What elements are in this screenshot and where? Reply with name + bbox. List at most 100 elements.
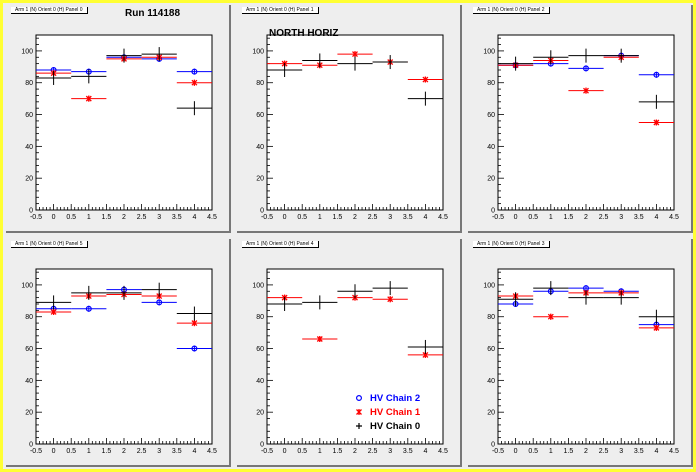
data-point — [498, 292, 534, 307]
data-point — [106, 48, 142, 63]
x-tick-label: 2.5 — [599, 448, 609, 455]
run-label: Run 114188 — [125, 8, 181, 19]
data-point — [36, 70, 72, 85]
data-point — [638, 94, 674, 109]
data-point — [638, 71, 674, 78]
data-point — [71, 95, 107, 102]
data-point — [302, 295, 338, 310]
y-tick-label: 80 — [256, 314, 264, 321]
data-point — [638, 309, 674, 324]
chart-title: Arm 1 (N) Orient 0 (H) Panel 5 — [11, 241, 88, 248]
y-tick-label: 60 — [256, 112, 264, 119]
x-tick-label: 1 — [318, 448, 322, 455]
data-point — [141, 282, 177, 297]
x-tick-label: 2.5 — [368, 214, 378, 221]
x-tick-label: 3 — [157, 214, 161, 221]
y-tick-label: 60 — [25, 112, 33, 119]
y-tick-label: 60 — [256, 346, 264, 353]
x-tick-label: 0 — [514, 448, 518, 455]
chart-title: Arm 1 (N) Orient 0 (H) Panel 1 — [242, 7, 319, 14]
x-tick-label: 2 — [353, 448, 357, 455]
data-point — [141, 299, 177, 306]
y-tick-label: 20 — [487, 410, 495, 417]
x-tick-label: 4.5 — [669, 214, 679, 221]
side-label: NORTH HORIZ — [269, 28, 339, 39]
y-tick-label: 80 — [25, 314, 33, 321]
star-marker — [422, 76, 429, 83]
data-point — [638, 119, 674, 126]
x-tick-label: 0.5 — [66, 214, 76, 221]
y-tick-label: 0 — [260, 208, 264, 215]
data-point — [176, 68, 212, 75]
star-marker — [191, 79, 198, 86]
data-point — [337, 56, 373, 71]
legend-label: HV Chain 2 — [370, 393, 420, 404]
data-point — [176, 101, 212, 116]
y-tick-label: 20 — [25, 410, 33, 417]
x-tick-label: 0.5 — [66, 448, 76, 455]
star-marker — [191, 320, 198, 327]
star-marker — [653, 119, 660, 126]
star-marker — [583, 87, 589, 94]
x-tick-label: 0 — [283, 214, 287, 221]
legend-entry: HV Chain 1 — [356, 407, 421, 418]
x-tick-label: 4 — [654, 448, 658, 455]
x-tick-label: 2.5 — [137, 214, 147, 221]
x-tick-label: 3.5 — [634, 448, 644, 455]
x-tick-label: 1 — [549, 448, 553, 455]
x-tick-label: 3 — [619, 214, 623, 221]
x-tick-label: 0.5 — [297, 214, 307, 221]
x-tick-label: -0.5 — [261, 448, 273, 455]
x-tick-label: -0.5 — [492, 214, 504, 221]
legend-entry: HV Chain 2 — [355, 393, 420, 404]
y-tick-label: 40 — [487, 378, 495, 385]
x-tick-label: 2.5 — [599, 214, 609, 221]
x-tick-label: 1.5 — [333, 448, 343, 455]
x-tick-label: 3 — [619, 448, 623, 455]
x-tick-label: 1.5 — [102, 448, 112, 455]
data-point — [302, 53, 338, 68]
x-tick-label: 3 — [388, 448, 392, 455]
y-tick-label: 20 — [487, 176, 495, 183]
star-marker — [316, 336, 323, 342]
x-tick-label: 1.5 — [564, 448, 574, 455]
y-tick-label: 20 — [256, 176, 264, 183]
x-tick-label: 3.5 — [403, 214, 413, 221]
x-tick-label: 0 — [283, 448, 287, 455]
x-tick-label: 2 — [353, 214, 357, 221]
x-tick-label: 4.5 — [669, 448, 679, 455]
x-tick-label: 1 — [87, 448, 91, 455]
x-tick-label: 0 — [514, 214, 518, 221]
data-point — [176, 320, 212, 327]
x-tick-label: -0.5 — [30, 448, 42, 455]
data-point — [533, 281, 569, 296]
chart-panel-1: Arm 1 (N) Orient 0 (H) Panel 1 0 20 40 60 80… — [237, 5, 462, 233]
chart-panel-3: Arm 1 (N) Orient 0 (H) Panel 5 0 20 40 60 80… — [6, 239, 231, 467]
circle-marker — [191, 68, 198, 75]
x-tick-label: 4.5 — [207, 448, 217, 455]
chart-panel-5: Arm 1 (N) Orient 0 (H) Panel 3 0 20 40 60 80… — [468, 239, 693, 467]
x-tick-label: 1.5 — [333, 214, 343, 221]
x-tick-label: 3.5 — [403, 448, 413, 455]
data-point — [71, 305, 107, 312]
data-point — [267, 297, 303, 311]
x-tick-label: 3.5 — [172, 448, 182, 455]
x-tick-label: 3.5 — [634, 214, 644, 221]
y-tick-label: 100 — [483, 282, 495, 289]
data-point — [372, 55, 408, 70]
x-tick-label: 2 — [584, 214, 588, 221]
x-tick-label: 1 — [87, 214, 91, 221]
y-tick-label: 100 — [21, 48, 33, 55]
x-tick-label: 4 — [192, 214, 196, 221]
data-point — [568, 48, 604, 63]
y-tick-label: 80 — [256, 80, 264, 87]
x-tick-label: 4 — [192, 448, 196, 455]
x-tick-label: 4.5 — [438, 214, 448, 221]
y-tick-label: 100 — [483, 48, 495, 55]
chart-title: Arm 1 (N) Orient 0 (H) Panel 0 — [11, 7, 88, 14]
canvas: Arm 1 (N) Orient 0 (H) Panel 0 0 20 40 60 80… — [3, 3, 693, 469]
